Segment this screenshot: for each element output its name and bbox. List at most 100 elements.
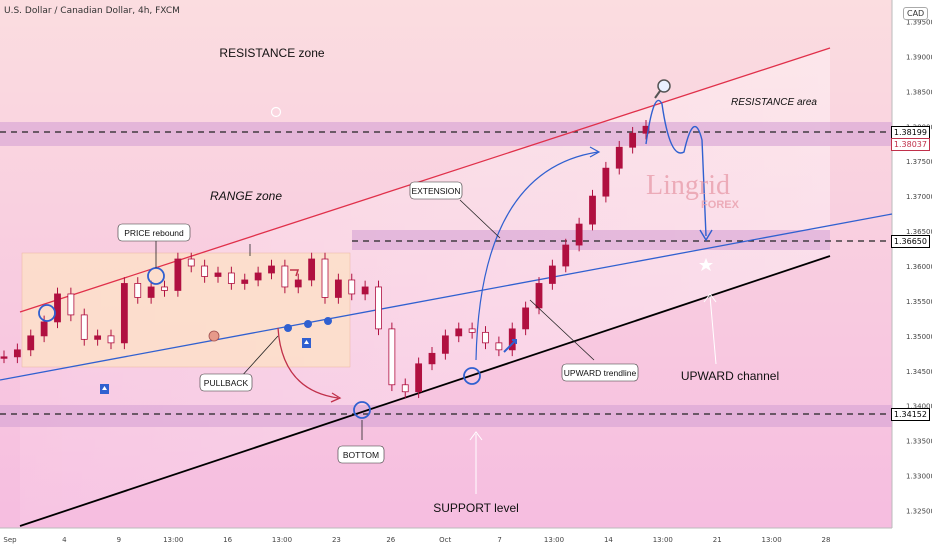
candle-body	[254, 272, 262, 281]
price-axis-ticks: 1.395001.390001.385001.380001.375001.370…	[906, 18, 932, 515]
callout-pullback-text: PULLBACK	[204, 378, 249, 388]
rocket-icon	[503, 339, 517, 353]
candle-body	[94, 335, 102, 340]
candle-body	[388, 328, 396, 386]
candle-body	[642, 125, 650, 134]
time-axis-ticks: Sep 4 9 13:00 16 13:00 23 26 Oct 7 13:00 14 13:00 21 1…	[3, 536, 830, 544]
candle-body	[0, 356, 8, 359]
candle-body	[241, 279, 249, 284]
candle-body	[602, 167, 610, 197]
candle-body	[428, 352, 436, 365]
currency-badge[interactable]: CAD	[903, 7, 929, 20]
flag-icon	[290, 269, 300, 277]
candle-body	[535, 283, 543, 309]
candle-body	[361, 286, 369, 295]
candle-body	[401, 384, 409, 393]
time-tick-label: 14	[604, 536, 613, 544]
candle-body	[294, 279, 302, 288]
time-tick-label: 7	[497, 536, 501, 544]
price-tick-label: 1.37000	[906, 193, 932, 201]
time-tick-label: 23	[332, 536, 341, 544]
magnifier-icon	[657, 79, 671, 93]
price-tag-mid: 1.36650	[890, 235, 930, 248]
time-tick-label: 4	[62, 536, 67, 544]
time-tick-label: 13:00	[272, 536, 292, 544]
time-axis-panel	[0, 528, 892, 550]
candle-body	[67, 293, 75, 316]
candle-body	[187, 258, 195, 267]
marker-dot	[324, 317, 332, 325]
time-tick-label: 13:00	[762, 536, 782, 544]
marker-dot	[304, 320, 312, 328]
time-tick-label: 9	[117, 536, 121, 544]
label-resistance-area: RESISTANCE area	[731, 97, 817, 108]
candle-body	[268, 265, 275, 274]
price-tick-label: 1.33000	[906, 473, 932, 481]
candle-body	[495, 342, 503, 351]
support-arrowhead	[469, 431, 483, 441]
watermark-brand: Lingrid	[646, 170, 730, 201]
price-tick-label: 1.39000	[906, 53, 932, 61]
up-arrow-icon-glyph	[304, 340, 309, 344]
callout-bottom: BOTTOM	[337, 445, 385, 464]
candle-body	[201, 265, 209, 277]
price-tick-label: 1.34500	[906, 368, 932, 376]
label-resistance-zone: RESISTANCE zone	[219, 46, 324, 60]
callout-extension: EXTENSION	[409, 181, 463, 200]
callout-upward-trendline-text: UPWARD trendline	[564, 368, 637, 378]
candle-body	[308, 258, 316, 281]
projection-path	[645, 99, 707, 237]
price-tick-label: 1.35500	[906, 298, 932, 306]
support-band	[0, 405, 892, 427]
symbol-header: U.S. Dollar / Canadian Dollar, 4h, FXCM	[4, 6, 180, 16]
candle-body	[27, 335, 35, 351]
callout-price-rebound-text: PRICE rebound	[124, 228, 184, 238]
channel-arrowhead	[703, 293, 717, 303]
candle-body	[629, 132, 637, 148]
candle-body	[161, 286, 168, 291]
candle-body	[134, 283, 142, 298]
candle-body	[615, 146, 623, 169]
label-support-level: SUPPORT level	[433, 501, 519, 515]
callout-price-rebound: PRICE rebound	[117, 223, 191, 242]
time-tick-label: Oct	[439, 536, 451, 544]
snail-icon	[208, 330, 220, 342]
candle-body	[80, 314, 88, 340]
pullback-pointer	[239, 335, 279, 379]
candle-body	[375, 286, 382, 330]
price-tag-support: 1.34152	[890, 408, 930, 421]
candle-body	[522, 307, 530, 330]
candle-body	[575, 223, 583, 246]
candle-body	[120, 283, 128, 344]
candle-body	[214, 272, 222, 277]
candle-body	[468, 328, 476, 333]
price-tick-label: 1.32500	[906, 508, 932, 516]
pullback-arrowhead	[330, 392, 342, 403]
pullback-arrow	[277, 327, 339, 399]
time-tick-label: 16	[223, 536, 232, 544]
price-axis-panel	[892, 0, 932, 550]
candle-body	[589, 195, 596, 225]
time-tick-label: 28	[822, 536, 831, 544]
price-tick-label: 1.35000	[906, 333, 932, 341]
candle-body	[321, 258, 329, 298]
marker-circle	[38, 304, 56, 322]
candle-body	[174, 258, 182, 291]
mid-band	[352, 230, 830, 250]
range-box	[21, 252, 351, 368]
trendline-pointer	[529, 299, 595, 361]
time-tick-label: 21	[713, 536, 722, 544]
price-tick-label: 1.34000	[906, 403, 932, 411]
price-tick-label: 1.36000	[906, 263, 932, 271]
callout-pullback: PULLBACK	[199, 373, 253, 392]
candle-body	[13, 349, 21, 358]
resistance-band	[0, 122, 892, 146]
download-icon[interactable]	[270, 106, 282, 118]
candle-body	[54, 293, 61, 323]
channel-bottom-line	[19, 255, 831, 527]
extension-pointer	[459, 199, 501, 239]
price-tick-label: 1.33500	[906, 438, 932, 446]
projection-arrowhead	[699, 229, 713, 242]
time-tick-label: Sep	[3, 536, 17, 544]
